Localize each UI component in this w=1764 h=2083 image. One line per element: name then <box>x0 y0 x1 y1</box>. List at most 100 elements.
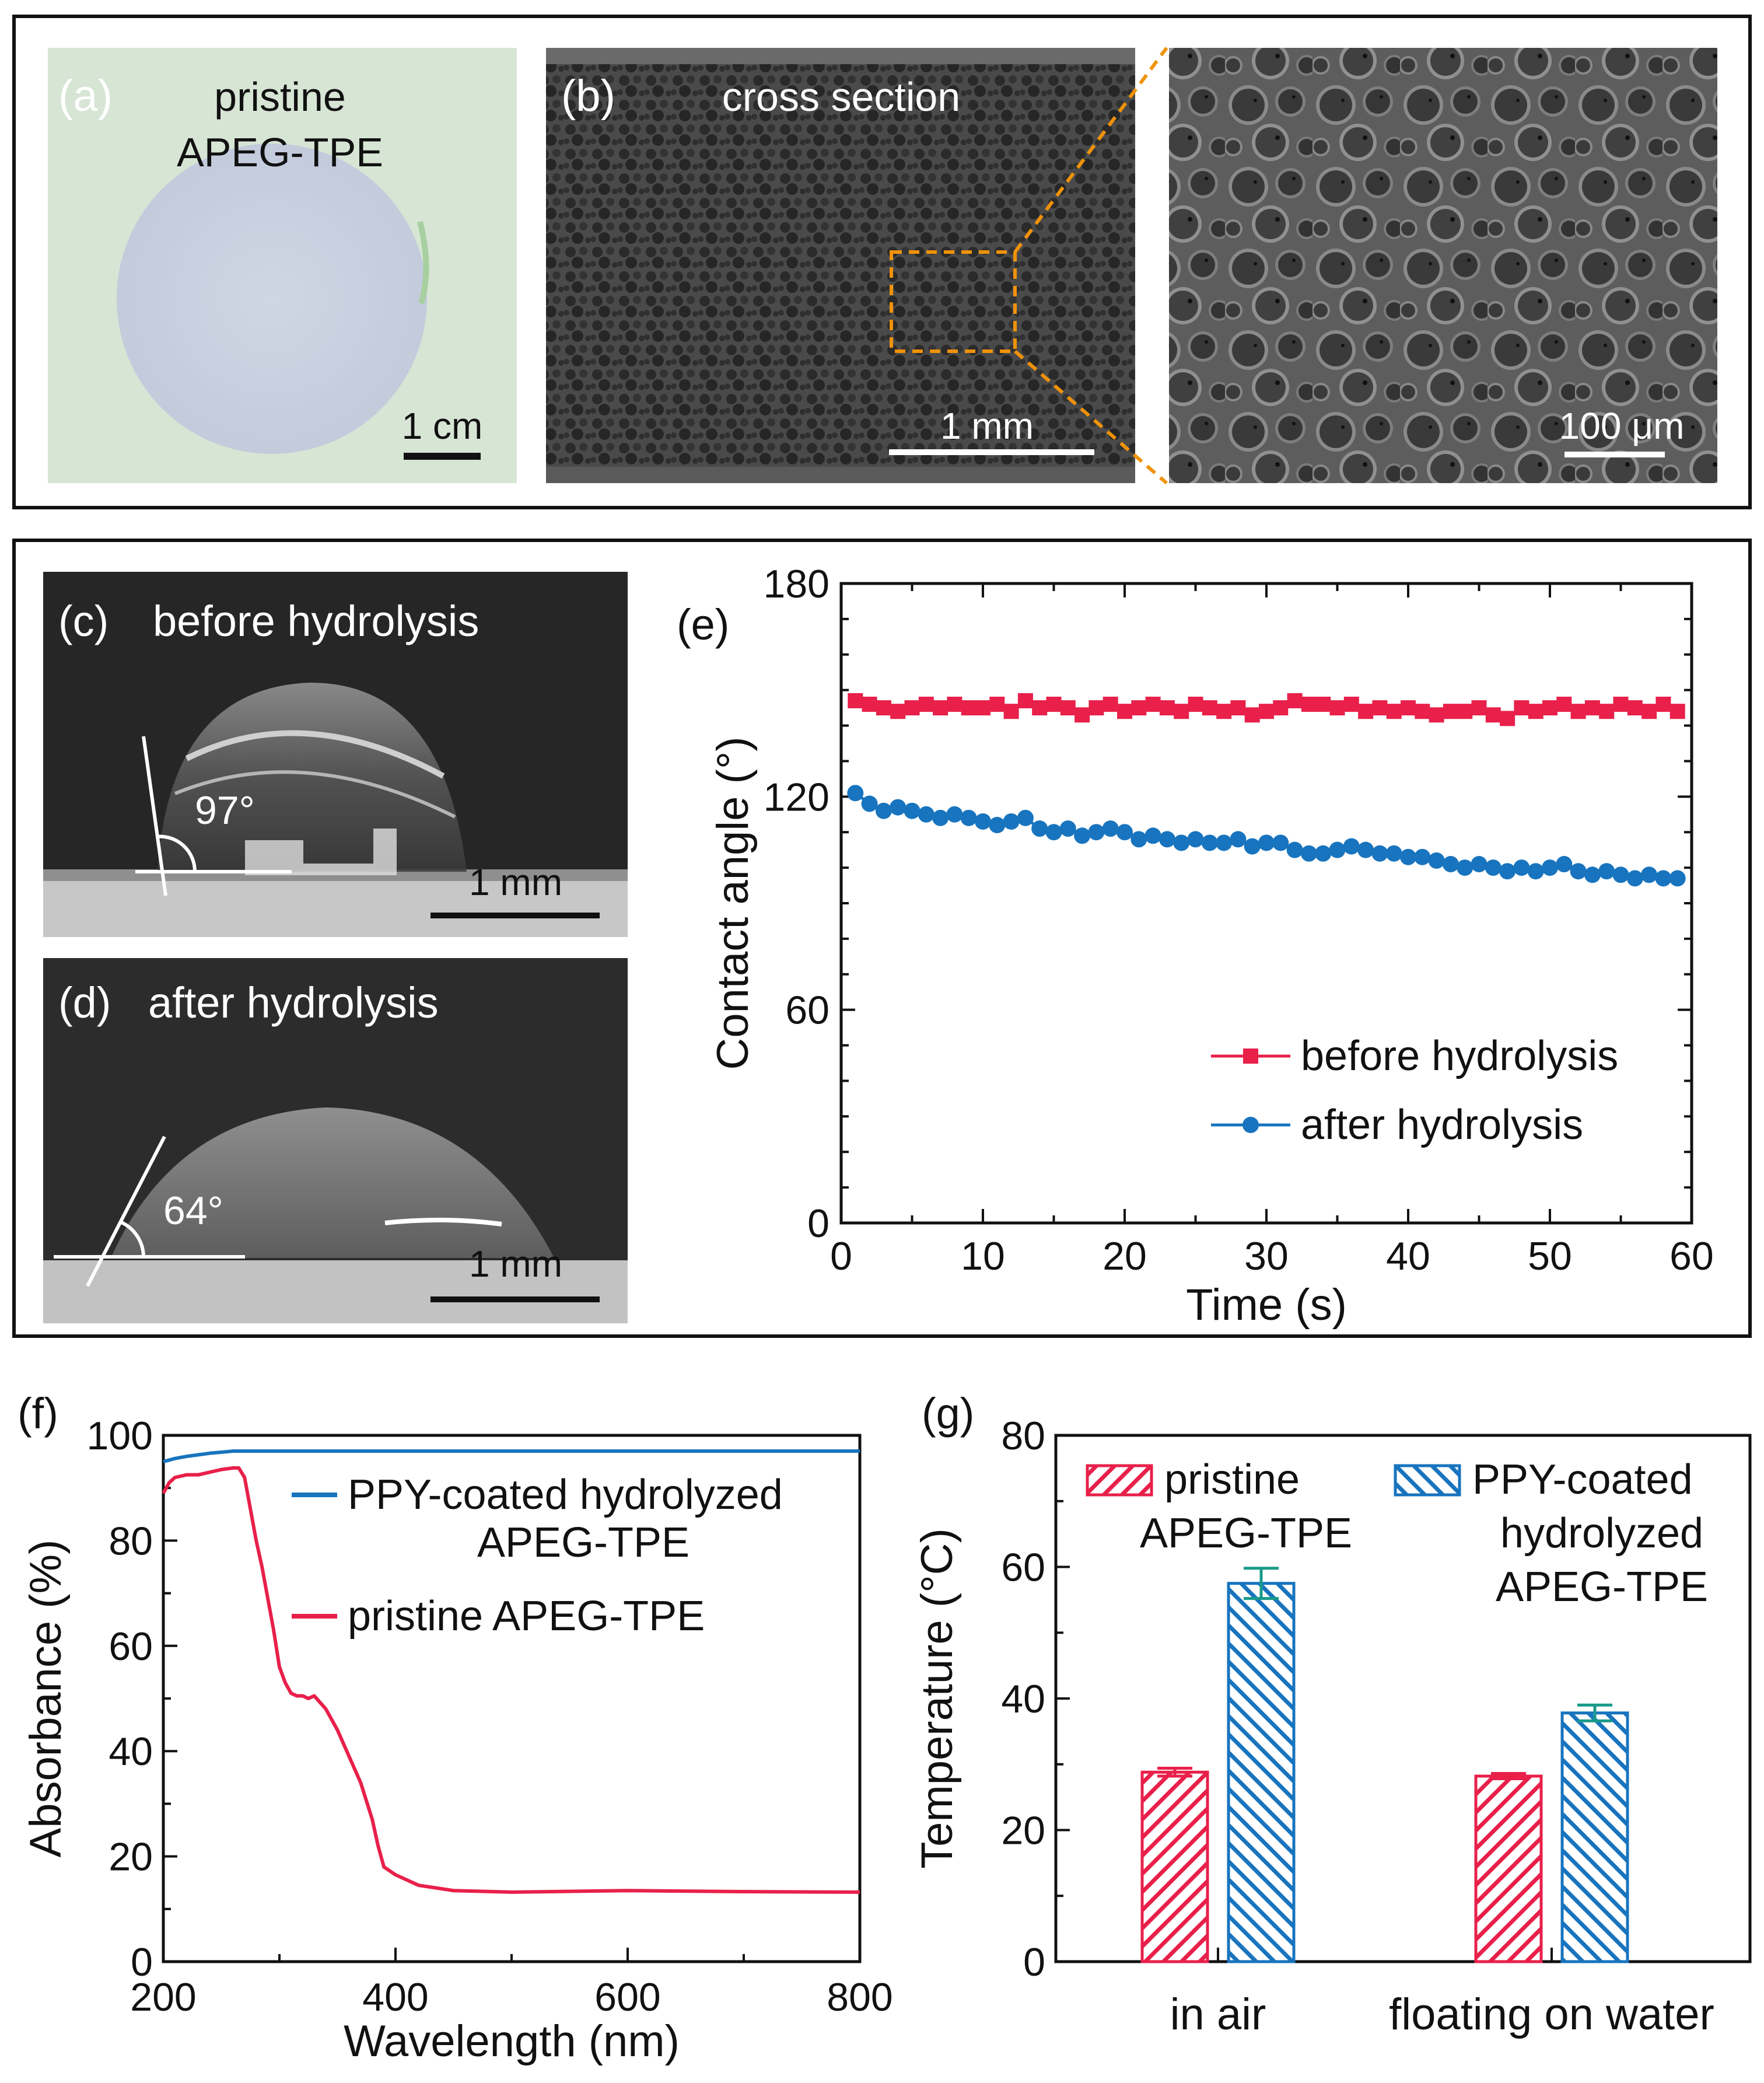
chart-e-point-circle <box>1230 831 1247 848</box>
chart-e-legend-label: after hydrolysis <box>1301 1102 1583 1148</box>
chart-e-point-circle <box>1244 838 1261 855</box>
chart-f-series-line <box>163 1449 860 1463</box>
panel-d-scale-label: 1 mm <box>469 1243 562 1285</box>
chart-e-point-circle <box>1626 870 1643 887</box>
zoom-line-bottom <box>1014 350 1168 485</box>
chart-e-point-circle <box>1258 834 1275 851</box>
chart-e-point-circle <box>1144 827 1161 844</box>
chart-f-ytick-label: 60 <box>108 1624 153 1669</box>
chart-g-bar <box>1227 1582 1296 1963</box>
chart-e-label: (e) <box>677 600 729 649</box>
chart-e-point-circle <box>1570 863 1587 880</box>
chart-e-point-circle <box>1414 848 1431 865</box>
chart-e-point-square <box>1443 704 1458 719</box>
chart-e-xlabel: Time (s) <box>1186 1280 1347 1330</box>
chart-e-legend-marker <box>1242 1117 1259 1133</box>
chart-e-point-circle <box>1173 834 1190 851</box>
chart-f-xtick-label: 200 <box>130 1975 196 2019</box>
chart-e-xtick-label: 10 <box>961 1234 1005 1278</box>
droplet-c <box>158 682 467 872</box>
chart-e-point-circle <box>989 817 1006 834</box>
panel-b-zoom-scale-bar <box>1564 452 1665 457</box>
chart-e-point-circle <box>1187 831 1204 848</box>
chart-g-ylabel: Temperature (°C) <box>912 1528 962 1869</box>
chart-e-point-square <box>1429 707 1444 723</box>
panel-a-title-2: APEG-TPE <box>177 130 383 175</box>
chart-e-point-circle <box>1286 841 1303 858</box>
chart-f-xtick-label: 800 <box>827 1975 892 2019</box>
chart-e-point-square <box>1386 704 1402 719</box>
chart-e-point-square <box>1301 697 1317 712</box>
chart-e-point-square <box>1145 697 1161 712</box>
chart-e-point-square <box>1230 700 1246 716</box>
chart-e-point-square <box>975 700 991 716</box>
chart-f-ytick-label: 80 <box>108 1519 153 1563</box>
chart-e-point-square <box>848 693 863 708</box>
chart-e-point-circle <box>1584 866 1601 883</box>
chart-f-ylabel: Absorbance (%) <box>21 1540 71 1858</box>
chart-e-point-circle <box>1059 820 1076 837</box>
chart-e-point-circle <box>890 799 907 816</box>
chart-e-point-circle <box>975 813 991 830</box>
panel-d-scale-bar <box>430 1296 600 1302</box>
panel-c-scale-label: 1 mm <box>469 861 562 903</box>
chart-e-xtick-label: 60 <box>1670 1234 1714 1278</box>
chart-e-point-square <box>1528 704 1544 719</box>
chart-g-bar <box>1560 1711 1629 1963</box>
chart-e-point-square <box>1216 704 1232 719</box>
chart-g-bar <box>1140 1770 1209 1963</box>
angle-line-c-tangent <box>142 736 167 896</box>
chart-e-point-circle <box>1655 870 1672 887</box>
chart-g-legend-label-2: APEG-TPE <box>1140 1510 1352 1557</box>
panel-a-scale-label: 1 cm <box>402 405 483 447</box>
chart-f-legend-label-2: APEG-TPE <box>477 1519 690 1566</box>
chart-e-point-circle <box>1017 809 1034 826</box>
chart-e-point-square <box>904 700 920 716</box>
angle-line-d-tangent <box>86 1135 166 1287</box>
chart-f-series-line <box>162 1466 860 1894</box>
chart-e-point-square <box>1514 700 1530 716</box>
chart-g: 0 20 40 60 80 Temperature (°C) in air floating … <box>912 1414 1752 2039</box>
chart-e-point-square <box>933 700 949 716</box>
chart-e-legend-marker <box>1243 1049 1258 1064</box>
chart-e-point-square <box>1188 697 1203 712</box>
top-panel-frame <box>12 15 1752 509</box>
chart-e-point-square <box>1401 700 1416 716</box>
chart-e-point-circle <box>1315 845 1332 862</box>
panel-c: (c) before hydrolysis 97° 1 mm <box>43 572 628 937</box>
chart-e-point-circle <box>904 802 921 819</box>
chart-g-legend-label: pristine <box>1164 1456 1300 1503</box>
chart-e-point-circle <box>1158 831 1175 848</box>
chart-e-point-circle <box>1669 870 1686 887</box>
chart-e-xtick-label: 0 <box>830 1234 852 1278</box>
chart-e-legend-label: before hydrolysis <box>1301 1033 1618 1079</box>
chart-e-point-circle <box>1003 813 1020 830</box>
chart-g-category-label: in air <box>1170 1990 1266 2039</box>
chart-e-point-square <box>890 704 906 719</box>
chart-e-ytick-label: 0 <box>807 1201 830 1246</box>
chart-e-point-square <box>961 700 977 716</box>
chart-f-xtick-label: 600 <box>594 1975 660 2019</box>
sem-cross-section <box>546 48 1135 483</box>
chart-g-ytick-label: 60 <box>1001 1546 1045 1590</box>
chart-g-legend-swatch <box>1394 1464 1461 1497</box>
chart-e-point-circle <box>960 809 977 826</box>
chart-e-point-circle <box>932 809 949 826</box>
chart-e-point-circle <box>875 802 892 819</box>
chart-e-point-square <box>1017 693 1033 708</box>
chart-e-point-square <box>1670 704 1685 719</box>
panel-d: (d) after hydrolysis 64° 1 mm <box>43 958 628 1323</box>
chart-e-xtick-label: 40 <box>1386 1234 1430 1278</box>
panel-c-label: (c) <box>58 597 108 645</box>
panel-c-angle: 97° <box>195 788 255 833</box>
panel-d-angle: 64° <box>163 1189 223 1233</box>
chart-e-point-square <box>1358 704 1374 719</box>
panel-b-scale-bar <box>889 449 1094 455</box>
chart-f-ytick-label: 100 <box>87 1414 153 1458</box>
panel-b-label: (b) <box>561 71 615 121</box>
chart-e-point-circle <box>1513 859 1530 876</box>
chart-e-point-square <box>1542 700 1558 716</box>
chart-e-point-square <box>1329 700 1345 716</box>
chart-e-point-circle <box>1045 824 1062 841</box>
chart-f-legend-label: PPY-coated hydrolyzed <box>348 1472 783 1518</box>
